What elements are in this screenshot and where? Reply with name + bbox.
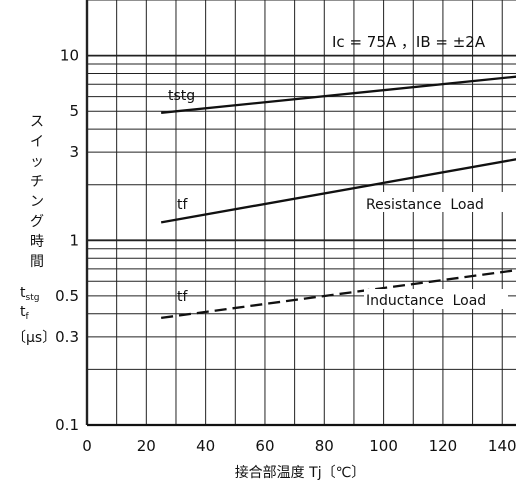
y-tick-label: 0.1 [55, 416, 79, 434]
y-title-char: イ [30, 134, 44, 150]
y-tick-label: 3 [69, 143, 79, 161]
y-title-tstg-t: t [20, 285, 26, 301]
series-line [160, 158, 516, 224]
x-tick-label: 120 [429, 437, 458, 455]
y-title-char: チ [30, 174, 44, 190]
y-title-tstg-sub: stg [26, 293, 40, 303]
y-title-tf-t: t [20, 304, 26, 320]
x-tick-label: 80 [315, 437, 334, 455]
x-tick-label: 60 [255, 437, 274, 455]
y-tick-label: 5 [69, 102, 79, 120]
inductance-label-bg [364, 289, 508, 309]
y-tick-label: 10 [60, 47, 79, 65]
resistance-label-bg [364, 192, 508, 212]
y-tick-label: 0.3 [55, 328, 79, 346]
y-title-tstg: tstg [20, 285, 39, 303]
tf-inductance-series-label: tf [177, 289, 188, 305]
x-axis-title: 接合部温度 Tj〔℃〕 [235, 464, 366, 481]
tf-resistance-series-label: tf [177, 197, 188, 213]
conditions-label: Ic = 75A ，IB = ±2A [332, 33, 486, 51]
series-line [160, 269, 516, 320]
y-title-tf: tf [20, 304, 30, 322]
y-title-char: 間 [30, 254, 44, 270]
y-title-char: ス [30, 114, 44, 130]
y-tick-label: 1 [69, 231, 79, 249]
y-axis-title: ス イ ッ チ ン グ 時 間 [30, 114, 44, 270]
y-title-tf-sub: f [26, 312, 30, 322]
x-tick-labels: 0 20 40 60 80 100 120 140 [82, 437, 516, 455]
y-tick-labels: 0.1 0.3 0.5 1 3 5 10 [55, 47, 79, 434]
series-line [161, 75, 516, 114]
y-title-char: ン [30, 194, 44, 210]
y-title-unit: 〔μs〕 [12, 330, 56, 346]
resistance-load-label: Resistance Load [366, 197, 484, 213]
y-title-char: ッ [30, 154, 44, 170]
x-tick-label: 140 [488, 437, 516, 455]
grid [85, 0, 516, 427]
tstg-series-label: tstg [168, 88, 195, 104]
series-lines [160, 75, 516, 320]
x-tick-label: 20 [137, 437, 156, 455]
y-title-char: グ [30, 214, 44, 230]
y-title-char: 時 [30, 234, 44, 250]
y-tick-label: 0.5 [55, 287, 79, 305]
x-tick-label: 40 [196, 437, 215, 455]
x-tick-label: 100 [369, 437, 398, 455]
inductance-load-label: Inductance Load [366, 293, 486, 309]
x-tick-label: 0 [82, 437, 92, 455]
